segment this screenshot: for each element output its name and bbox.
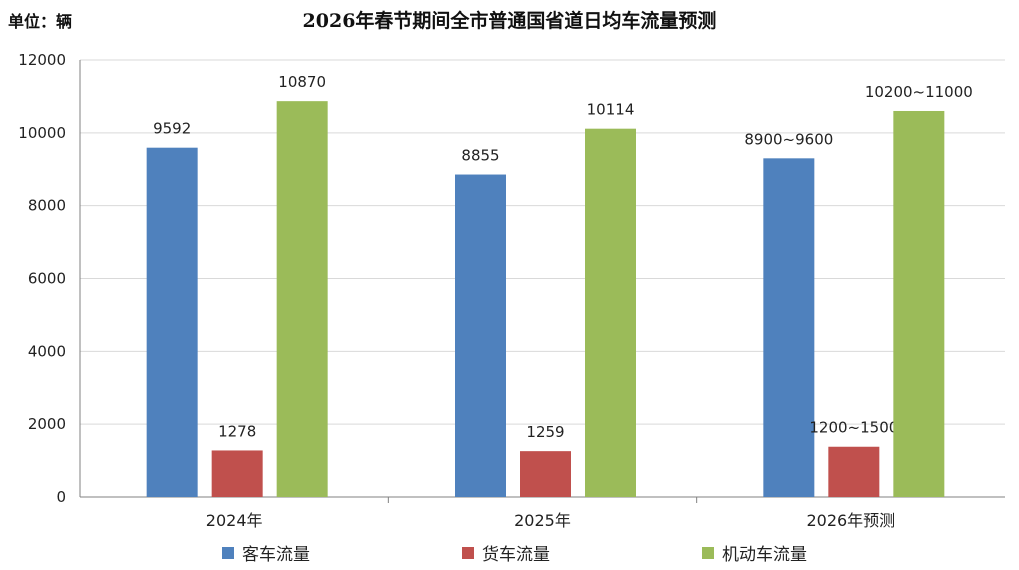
y-tick-label: 2000 [28,415,66,433]
bar [585,128,636,498]
data-label: 10200~11000 [865,83,973,101]
bar [146,147,198,497]
legend-label-freight: 货车流量 [482,545,550,565]
data-label: 10114 [587,101,635,119]
legend-item-motor: 机动车流量 [702,540,807,565]
x-tick-label: 2026年预测 [806,511,895,530]
bar [211,450,263,497]
y-tick-label: 4000 [28,342,66,360]
chart-title: 2026年春节期间全市普通国省道日均车流量预测 [302,10,717,32]
bar-chart: 0 2000 4000 6000 8000 10000 12000 9592 1278 10870… [18,51,1005,530]
data-label: 8855 [461,147,499,165]
legend-swatch-passenger [222,546,234,559]
legend-label-passenger: 客车流量 [242,545,310,565]
legend-swatch-freight [462,546,474,559]
data-label: 8900~9600 [744,130,833,148]
x-tick-label: 2024年 [206,511,263,530]
bar [763,158,815,497]
data-label: 1278 [218,422,256,440]
bar [276,101,328,498]
legend-swatch-motor [702,546,714,559]
y-tick-label: 8000 [28,197,66,215]
bar [455,174,506,498]
y-tick-label: 6000 [28,270,66,288]
data-label: 9592 [153,120,191,138]
bar [520,451,571,497]
y-tick-label: 0 [56,488,66,506]
legend-item-passenger: 客车流量 [222,540,310,565]
data-label: 10870 [278,73,326,91]
y-tick-label: 10000 [18,124,66,142]
unit-label: 单位：辆 [8,12,73,31]
data-label: 1259 [526,423,564,441]
legend-item-freight: 货车流量 [462,540,550,565]
legend: 客车流量 货车流量 机动车流量 [0,540,1019,566]
bar [893,110,945,497]
legend-label-motor: 机动车流量 [722,545,807,565]
x-tick-label: 2025年 [514,511,571,530]
bar [828,446,880,497]
y-tick-label: 12000 [18,51,66,69]
data-label: 1200~1500 [809,419,898,437]
